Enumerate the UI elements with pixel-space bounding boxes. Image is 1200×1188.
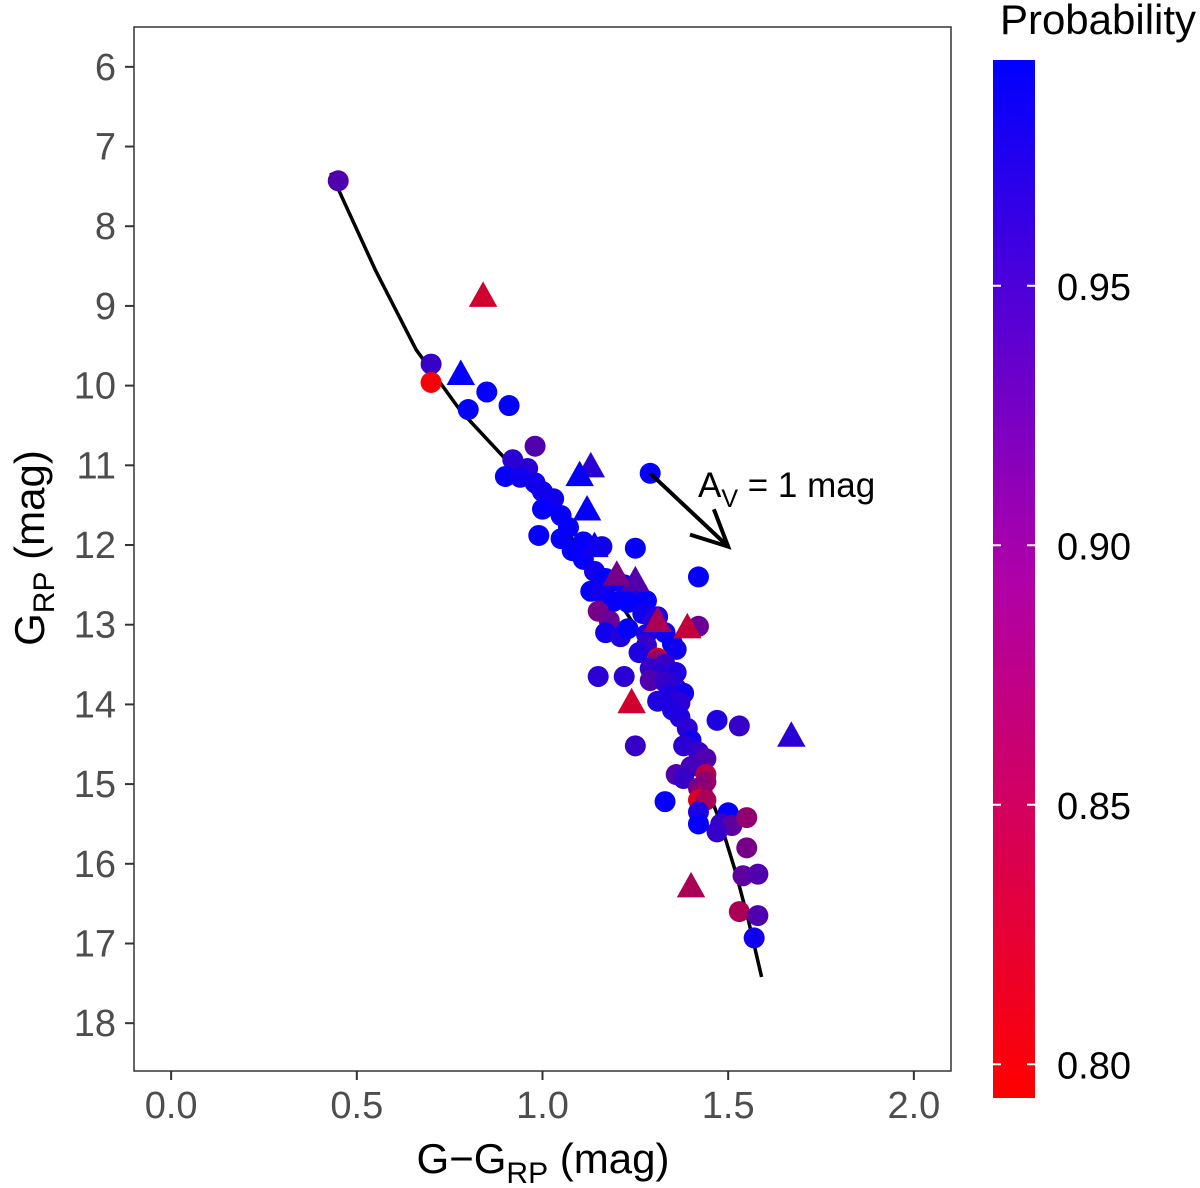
triangle-point: [777, 721, 806, 747]
circle-point: [420, 371, 442, 393]
circle-point: [457, 399, 479, 421]
triangle-point: [446, 359, 476, 385]
y-tick-label: 12: [74, 525, 116, 567]
triangle-point: [565, 460, 594, 487]
extinction-arrow-line: [648, 471, 730, 549]
circle-point: [528, 524, 550, 546]
x-tick-label: 0.5: [330, 1085, 383, 1127]
circle-point: [728, 901, 750, 923]
circle-point: [624, 537, 646, 559]
circle-point: [728, 715, 750, 737]
circle-point: [494, 465, 516, 487]
y-axis-ticks: 6 7 8 9 10 11 12 13 14 15 16 17 18: [74, 47, 134, 1045]
circle-point: [532, 498, 553, 520]
circle-point: [736, 807, 758, 829]
circle-point: [628, 642, 650, 664]
x-tick-label: 1.5: [702, 1085, 755, 1127]
triangle-point: [572, 494, 602, 521]
colorbar-tick-label: 0.85: [1057, 786, 1131, 828]
triangle-point: [673, 612, 702, 639]
circle-point: [420, 353, 442, 375]
y-tick-label: 18: [74, 1003, 116, 1045]
y-tick-label: 15: [74, 764, 116, 806]
circle-point: [617, 618, 639, 640]
circle-point: [498, 395, 520, 417]
circle-point: [476, 381, 498, 403]
x-tick-label: 2.0: [887, 1085, 940, 1127]
y-tick-label: 17: [74, 923, 116, 965]
circle-point: [687, 813, 709, 835]
y-tick-label: 9: [95, 286, 116, 328]
data-points: [327, 170, 806, 949]
colorbar-ticks: 0.80 0.85 0.90 0.95: [993, 267, 1131, 1087]
circle-point: [743, 927, 765, 949]
y-tick-label: 11: [77, 445, 116, 487]
y-tick-label: 8: [95, 206, 116, 248]
x-axis-title: G−GRP (mag): [417, 1135, 670, 1188]
triangle-point: [602, 560, 632, 586]
circle-point: [654, 791, 676, 813]
y-tick-label: 7: [95, 127, 116, 169]
circle-point: [687, 566, 709, 588]
y-tick-label: 14: [74, 684, 116, 726]
circle-point: [673, 768, 695, 790]
triangle-point: [468, 281, 498, 307]
circle-point: [706, 821, 728, 843]
x-axis-ticks: 0.0 0.5 1.0 1.5 2.0: [145, 1071, 940, 1127]
circle-point: [747, 905, 769, 927]
y-tick-label: 16: [74, 844, 116, 886]
y-tick-label: 13: [74, 605, 116, 647]
triangle-point: [643, 606, 672, 633]
x-tick-label: 1.0: [516, 1085, 569, 1127]
colorbar: [993, 60, 1035, 1098]
circle-point: [602, 591, 624, 613]
circle-point: [706, 709, 728, 731]
extinction-vector: [648, 471, 732, 550]
circle-point: [624, 735, 646, 757]
circle-point: [327, 170, 349, 192]
plot-frame: [133, 26, 952, 1072]
circle-point: [617, 591, 639, 613]
circle-point: [665, 638, 687, 660]
colorbar-title: Probability: [1000, 0, 1196, 43]
y-axis-title: GRP (mag): [6, 450, 61, 646]
extinction-label: AV = 1 mag: [698, 466, 875, 513]
x-tick-label: 0.0: [145, 1085, 198, 1127]
plot-background: [134, 27, 951, 1071]
extinction-arrow-head: [689, 508, 732, 550]
triangle-point: [580, 531, 609, 558]
circle-point: [747, 863, 769, 885]
colorbar-tick-label: 0.95: [1057, 267, 1131, 309]
circle-point: [613, 666, 635, 688]
y-tick-label: 6: [95, 47, 116, 89]
colorbar-tick-label: 0.90: [1057, 526, 1131, 568]
triangle-point: [617, 687, 646, 714]
circle-point: [736, 837, 758, 859]
circle-point: [587, 666, 609, 688]
circle-point: [524, 435, 546, 457]
triangle-point: [676, 871, 706, 898]
colorbar-tick-label: 0.80: [1057, 1045, 1131, 1087]
y-tick-label: 10: [74, 366, 116, 408]
